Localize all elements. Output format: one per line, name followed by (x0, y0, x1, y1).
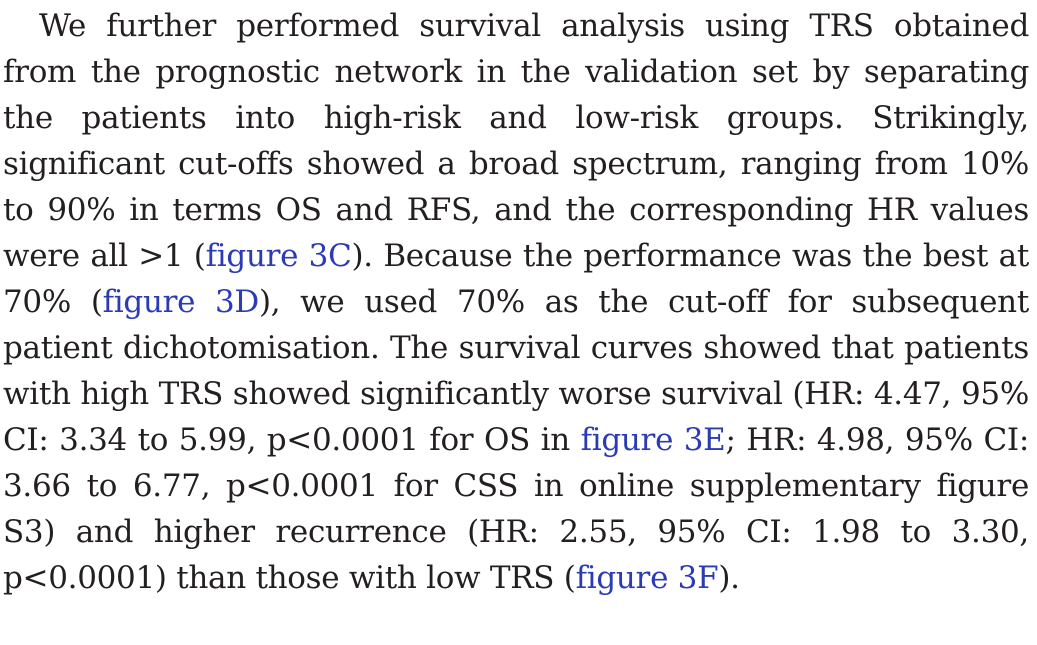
paragraph-text: ; HR: 4.98, 95% CI: 3.66 to 6.77, p<0.00… (3, 422, 1029, 596)
paragraph-text: We further performed survival analysis u… (3, 8, 1029, 274)
figure-3e-link[interactable]: figure 3E (580, 422, 726, 458)
body-paragraph: We further performed survival analysis u… (3, 3, 1029, 601)
figure-3d-link[interactable]: figure 3D (102, 284, 260, 320)
figure-3f-link[interactable]: figure 3F (575, 560, 719, 596)
paragraph-text: ). Because the performance was the best … (3, 238, 1029, 320)
figure-3c-link[interactable]: figure 3C (205, 238, 352, 274)
paragraph-text: ), we used 70% as the cut-off for subseq… (3, 284, 1029, 458)
paragraph-text: ). (718, 560, 740, 596)
